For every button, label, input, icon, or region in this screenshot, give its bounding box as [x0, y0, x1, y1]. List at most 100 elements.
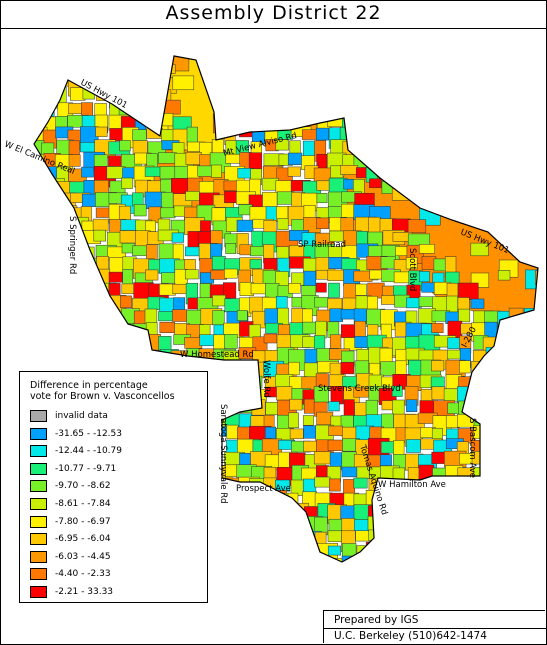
precinct-cell — [34, 204, 45, 226]
precinct-cell — [497, 375, 512, 397]
precinct-cell — [431, 517, 445, 529]
precinct-cell — [497, 75, 518, 91]
legend-item: -12.44 - -10.79 — [30, 444, 122, 458]
precinct-cell — [236, 219, 254, 232]
precinct-cell — [56, 56, 73, 61]
precinct-cell — [391, 100, 411, 113]
legend-item: -6.95 - -6.04 — [30, 532, 111, 546]
precinct-cell — [537, 400, 538, 416]
legend-title-line1: Difference in percentage — [30, 380, 148, 391]
precinct-cell — [484, 99, 505, 112]
precinct-cell — [523, 308, 538, 328]
precinct-cell — [407, 56, 427, 69]
precinct-cell — [252, 519, 268, 538]
precinct-cell — [120, 56, 140, 71]
precinct-cell — [418, 129, 432, 150]
precinct-cell — [107, 63, 126, 74]
precinct-cell — [289, 532, 308, 545]
precinct-cell — [328, 56, 340, 73]
legend-swatch — [30, 586, 47, 598]
precinct-cell — [499, 103, 517, 125]
precinct-cell — [303, 398, 315, 414]
precinct-cell — [460, 63, 472, 77]
precinct-cell — [354, 102, 373, 117]
legend-label: -31.65 - -12.53 — [55, 428, 122, 439]
precinct-cell — [407, 233, 430, 246]
precinct-cell — [458, 376, 478, 389]
precinct-cell — [54, 310, 67, 325]
precinct-cell — [485, 75, 506, 93]
legend-label: -7.80 - -6.97 — [55, 516, 111, 527]
precinct-cell — [523, 320, 538, 334]
legend-swatch — [30, 568, 47, 581]
precinct-cell — [316, 193, 328, 204]
precinct-cell — [498, 517, 519, 531]
precinct-cell — [393, 165, 410, 186]
precinct-cell — [445, 116, 457, 129]
precinct-cell — [68, 334, 81, 347]
precinct-cell — [316, 89, 334, 103]
precinct-cell — [393, 74, 407, 91]
precinct-cell — [34, 88, 41, 104]
legend-label: -4.40 - -2.33 — [55, 569, 111, 580]
precinct-cell — [237, 86, 260, 97]
precinct-cell — [34, 335, 42, 347]
precinct-cell — [536, 556, 538, 562]
precinct-cell — [302, 101, 322, 123]
precinct-cell — [418, 543, 434, 554]
precinct-cell — [420, 504, 437, 523]
precinct-cell — [395, 360, 407, 377]
precinct-cell — [406, 530, 424, 543]
precinct-cell — [535, 424, 538, 443]
precinct-cell — [133, 204, 147, 217]
precinct-cell — [408, 519, 426, 534]
precinct-cell — [96, 56, 114, 63]
precinct-cell — [57, 337, 74, 353]
precinct-cell — [236, 310, 248, 321]
precinct-cell — [313, 451, 332, 465]
precinct-cell — [161, 129, 174, 142]
precinct-cell — [34, 101, 42, 113]
precinct-cell — [43, 308, 65, 329]
precinct-cell — [406, 503, 427, 520]
precinct-cell — [263, 220, 277, 233]
precinct-cell — [509, 56, 522, 69]
precinct-cell — [68, 154, 81, 167]
precinct-cell — [523, 128, 535, 140]
precinct-cell — [509, 555, 530, 562]
legend-swatch — [30, 498, 47, 510]
precinct-cell — [211, 164, 222, 178]
precinct-cell — [251, 88, 267, 106]
precinct-cell — [303, 73, 317, 84]
precinct-cell — [446, 138, 467, 153]
precinct-cell — [406, 557, 429, 562]
precinct-cell — [496, 425, 518, 435]
road-label: W Hamilton Ave — [378, 480, 446, 490]
precinct-cell — [328, 425, 344, 436]
precinct-cell — [327, 116, 350, 128]
precinct-cell — [447, 515, 460, 531]
precinct-cell — [290, 102, 305, 123]
precinct-cell — [288, 361, 300, 376]
precinct-cell — [184, 259, 196, 271]
precinct-cell — [288, 283, 301, 294]
precinct-cell — [497, 116, 515, 130]
precinct-cell — [524, 77, 538, 88]
precinct-cell — [134, 101, 156, 113]
precinct-cell — [238, 102, 259, 124]
precinct-cell — [226, 114, 238, 133]
precinct-cell — [495, 464, 518, 483]
precinct-cell — [457, 542, 477, 559]
precinct-cell — [496, 477, 516, 495]
precinct-cell — [536, 127, 538, 138]
precinct-cell — [106, 75, 123, 89]
precinct-cell — [509, 168, 522, 186]
precinct-cell — [524, 89, 538, 106]
precinct-cell — [523, 518, 537, 538]
precinct-cell — [469, 477, 487, 491]
road-label: Saratoga Sunnyvale Rd — [218, 404, 228, 504]
precinct-cell — [278, 61, 299, 77]
precinct-cell — [34, 218, 49, 234]
precinct-cell — [432, 87, 445, 99]
precinct-cell — [34, 244, 43, 256]
